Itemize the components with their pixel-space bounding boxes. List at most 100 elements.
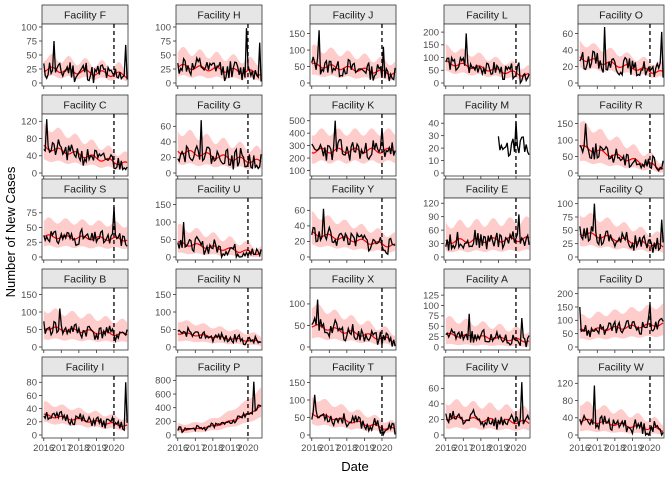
y-tick-label: 150 xyxy=(21,290,37,301)
prediction-interval-band xyxy=(445,316,530,347)
y-tick-label: 40 xyxy=(428,399,439,410)
x-tick-label: 2017 xyxy=(51,443,72,454)
y-tick-label: 200 xyxy=(289,153,305,164)
facet-panel-facility-x: Facility X 0 50 100 xyxy=(289,268,397,353)
y-tick-label: 25 xyxy=(26,64,37,75)
y-tick-label: 0 xyxy=(434,78,439,89)
y-tick-label: 50 xyxy=(562,329,573,340)
y-tick-label: 100 xyxy=(423,53,439,64)
observed-line xyxy=(43,206,128,247)
y-tick-label: 10 xyxy=(428,156,439,167)
y-tick-label: 20 xyxy=(294,237,305,248)
y-tick-label: 0 xyxy=(32,168,37,179)
facet-panel-facility-o: Facility O 0 20 40 60 xyxy=(562,4,665,89)
y-tick-label: 100 xyxy=(557,135,573,146)
y-tick-label: 0 xyxy=(166,78,171,89)
y-tick-label: 100 xyxy=(289,166,305,177)
y-tick-label: 100 xyxy=(155,22,171,33)
facet-title: Facility A xyxy=(466,274,508,286)
facet-panel-facility-b: Facility B 0 50 100 150 xyxy=(21,268,129,353)
facet-panel-facility-n: Facility N 0 50 100 150 xyxy=(155,268,263,353)
y-tick-label: 0 xyxy=(434,252,439,263)
predicted-line xyxy=(579,322,664,333)
observed-line xyxy=(445,313,530,348)
y-tick-label: 0 xyxy=(568,430,573,441)
y-tick-label: 50 xyxy=(562,226,573,237)
prediction-interval-band xyxy=(177,129,262,170)
y-tick-label: 75 xyxy=(26,208,37,219)
y-tick-label: 50 xyxy=(294,321,305,332)
y-tick-label: 0 xyxy=(166,252,171,263)
y-tick-label: 200 xyxy=(557,289,573,300)
facet-title: Facility E xyxy=(466,184,509,196)
observed-line xyxy=(177,381,262,434)
x-tick-label: 2017 xyxy=(587,443,608,454)
y-tick-label: 40 xyxy=(562,45,573,56)
facet-panel-facility-g: Facility G 0 20 40 60 xyxy=(160,94,263,179)
x-tick-label: 2019 xyxy=(220,443,241,454)
observed-line xyxy=(43,308,128,344)
facet-panel-facility-r: Facility R 0 50 100 150 xyxy=(557,94,665,179)
prediction-interval-band xyxy=(43,217,128,250)
facet-panel-facility-s: Facility S 0 25 50 75 xyxy=(26,178,129,263)
y-tick-label: 50 xyxy=(160,325,171,336)
y-tick-label: 150 xyxy=(557,302,573,313)
x-tick-label: 2020 xyxy=(505,443,526,454)
x-tick-label: 2018 xyxy=(336,443,357,454)
observed-line xyxy=(177,325,262,346)
facet-title: Facility D xyxy=(599,274,643,286)
y-tick-label: 120 xyxy=(423,199,439,210)
observed-line xyxy=(579,304,664,338)
observed-line xyxy=(177,28,262,82)
y-tick-label: 0 xyxy=(166,430,171,441)
y-tick-label: 150 xyxy=(155,290,171,301)
facet-title: Facility G xyxy=(197,100,241,112)
y-tick-label: 0 xyxy=(300,78,305,89)
facet-title: Facility J xyxy=(333,10,374,22)
facet-title: Facility T xyxy=(332,362,374,374)
x-tick-label: 2018 xyxy=(68,443,89,454)
observed-line xyxy=(177,221,262,260)
y-tick-label: 50 xyxy=(294,413,305,424)
x-tick-label: 2016 xyxy=(569,443,590,454)
facet-panel-facility-l: Facility L 050 100 150 200 xyxy=(423,4,531,89)
facet-title: Facility P xyxy=(198,362,241,374)
observed-line xyxy=(579,385,664,437)
y-tick-label: 500 xyxy=(289,116,305,127)
y-tick-label: 60 xyxy=(428,225,439,236)
y-tick-label: 50 xyxy=(428,322,439,333)
facet-panel-facility-j: Facility J 0 50 100 150 xyxy=(289,4,397,89)
y-tick-label: 100 xyxy=(155,217,171,228)
observed-line xyxy=(311,120,396,161)
x-tick-label: 2020 xyxy=(371,443,392,454)
y-tick-label: 0 xyxy=(434,168,439,179)
y-tick-label: 0 xyxy=(568,342,573,353)
y-tick-label: 600 xyxy=(155,389,171,400)
y-tick-label: 100 xyxy=(155,307,171,318)
y-tick-label: 60 xyxy=(562,29,573,40)
observed-line xyxy=(311,299,396,347)
y-axis-title: Number of New Cases xyxy=(3,166,18,297)
y-tick-label: 0 xyxy=(166,342,171,353)
y-tick-label: 20 xyxy=(562,62,573,73)
y-tick-label: 150 xyxy=(557,119,573,130)
y-tick-label: 0 xyxy=(32,78,37,89)
y-tick-label: 40 xyxy=(26,151,37,162)
facet-title: Facility O xyxy=(599,10,643,22)
y-tick-label: 80 xyxy=(562,396,573,407)
observed-line xyxy=(445,214,530,251)
y-tick-label: 100 xyxy=(21,307,37,318)
x-tick-label: 2019 xyxy=(488,443,509,454)
facet-panel-facility-q: Facility Q 0 25 50 75 100 xyxy=(557,178,665,263)
y-tick-label: 0 xyxy=(568,252,573,263)
y-tick-label: 0 xyxy=(32,342,37,353)
facet-title: Facility S xyxy=(64,184,107,196)
y-tick-label: 50 xyxy=(294,62,305,73)
facet-title: Facility Y xyxy=(332,184,374,196)
y-tick-label: 0 xyxy=(32,252,37,263)
x-tick-label: 2020 xyxy=(103,443,124,454)
